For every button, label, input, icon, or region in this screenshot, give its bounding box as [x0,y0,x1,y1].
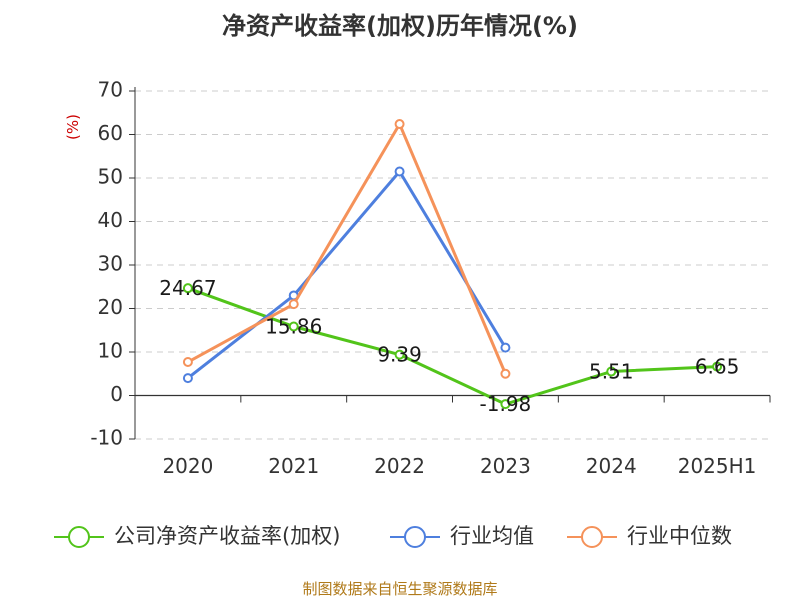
data-point [288,299,299,310]
chart-title: 净资产收益率(加权)历年情况(%) [222,12,578,40]
data-point [500,368,511,379]
data-point [394,349,405,360]
data-label: 9.39 [377,343,422,367]
x-tick-label: 2020 [162,454,213,478]
data-label: 6.65 [695,355,740,379]
data-labels: 24.67 15.86 9.39 -1.98 5.51 6.65 [159,276,739,416]
x-tick-label: 2024 [586,454,637,478]
data-point [500,399,511,410]
series-line-0 [187,286,718,406]
legend-item: 行业中位数 [567,524,732,548]
x-tick-label: 2025H1 [678,454,757,478]
y-tick-label: 0 [110,382,123,406]
series-line-2 [187,122,507,375]
legend-label: 行业中位数 [627,524,732,548]
data-point [606,366,617,377]
y-tick-label: 40 [98,208,123,232]
x-tick-label: 2022 [374,454,425,478]
y-tick-label: -10 [90,426,123,450]
data-point [182,283,193,294]
x-tick-label: 2021 [268,454,319,478]
legend-label: 行业均值 [450,524,534,548]
data-point [394,166,405,177]
y-tick-label: 10 [98,339,123,363]
series-lines [182,119,723,410]
y-tick-labels: 70 60 50 40 30 20 10 0 -10 [90,78,123,450]
legend-label: 公司净资产收益率(加权) [114,524,340,548]
legend: 公司净资产收益率(加权) 行业均值 行业中位数 [54,524,732,548]
data-label: -1.98 [480,392,532,416]
data-label: 15.86 [265,315,322,339]
y-tick-label: 50 [98,165,123,189]
data-label: 24.67 [159,276,216,300]
y-axis-label: (%) [64,114,82,140]
y-tick-label: 20 [98,295,123,319]
series-line-1 [186,169,507,380]
source-note: 制图数据来自恒生聚源数据库 [302,580,498,598]
data-point [182,357,193,368]
x-tick-labels: 2020 2021 2022 2023 2024 2025H1 [162,454,756,478]
y-tick-label: 30 [98,252,123,276]
gridlines [135,90,770,440]
axes [129,87,771,440]
data-label: 5.51 [589,360,634,384]
data-point [394,119,405,130]
data-point [712,361,723,372]
legend-marker [404,526,426,548]
legend-marker [68,526,90,548]
data-point [182,373,193,384]
y-tick-label: 60 [98,121,123,145]
data-point [288,321,299,332]
legend-item: 公司净资产收益率(加权) [54,524,340,548]
x-tick-label: 2023 [480,454,531,478]
data-point [500,342,511,353]
y-tick-label: 70 [98,78,123,102]
legend-marker [581,526,603,548]
legend-item: 行业均值 [390,524,534,548]
